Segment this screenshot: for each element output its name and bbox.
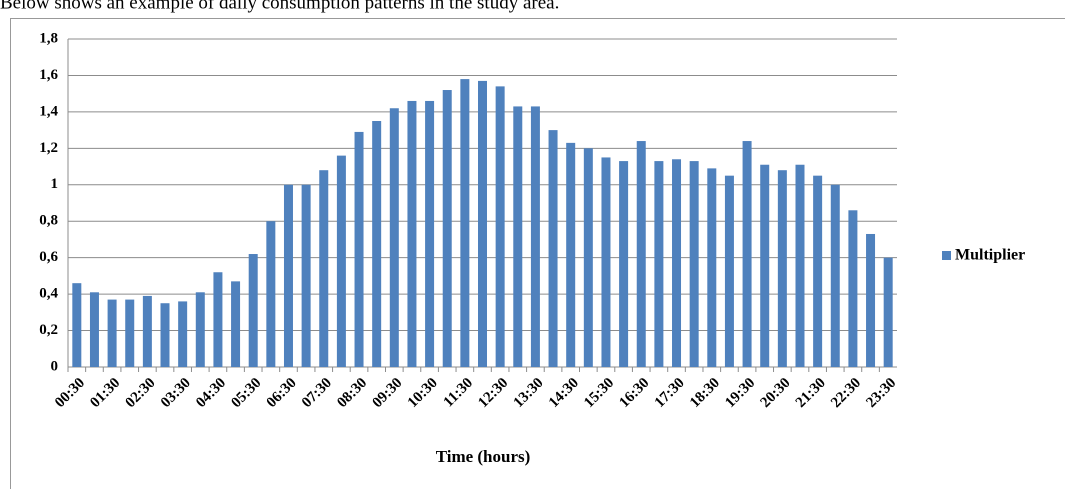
bar [425, 100, 435, 367]
bar [248, 254, 258, 367]
bar [601, 157, 611, 367]
bar [160, 303, 170, 367]
x-tick-label: 01:30 [87, 375, 123, 411]
x-tick-label: 16:30 [616, 375, 652, 411]
bar [866, 233, 876, 367]
x-tick-label: 05:30 [228, 375, 264, 411]
bar [619, 161, 629, 367]
bar [266, 221, 276, 367]
bar [407, 100, 417, 367]
bar [107, 299, 117, 367]
bar [548, 130, 558, 367]
bar [283, 184, 293, 367]
legend-swatch [942, 251, 951, 260]
x-tick-label: 17:30 [652, 375, 688, 411]
x-tick-label: 03:30 [158, 375, 194, 411]
y-tick-label: 0 [51, 358, 59, 374]
x-tick-label: 10:30 [405, 375, 441, 411]
bar [460, 79, 470, 367]
x-tick-label: 08:30 [334, 375, 370, 411]
bar [389, 108, 399, 367]
bar [689, 161, 699, 367]
bar [742, 141, 752, 367]
x-tick-label: 06:30 [264, 375, 300, 411]
bar [178, 301, 188, 367]
bar [142, 295, 152, 367]
y-tick-label: 1,2 [39, 140, 58, 156]
x-tick-label: 12:30 [475, 375, 511, 411]
bar [530, 106, 540, 367]
bar [813, 175, 823, 367]
bar [125, 299, 135, 367]
y-tick-label: 1,4 [39, 103, 58, 119]
bar [354, 131, 364, 367]
x-tick-label: 07:30 [299, 375, 335, 411]
bar [231, 281, 241, 367]
x-tick-label: 22:30 [828, 375, 864, 411]
y-tick-label: 1,8 [39, 30, 58, 46]
y-tick-label: 0,8 [39, 213, 58, 229]
bar [724, 175, 734, 367]
bar [478, 80, 487, 368]
bar [566, 142, 576, 367]
bar [442, 90, 452, 368]
bar [372, 121, 382, 367]
bar [513, 106, 523, 367]
y-tick-label: 0,6 [39, 249, 58, 265]
caption: Below shows an example of daily consumpt… [0, 0, 559, 13]
bar [319, 170, 329, 367]
bar [654, 161, 664, 367]
x-tick-label: 00:30 [52, 375, 88, 411]
bar [195, 292, 205, 367]
y-tick-label: 0,4 [39, 286, 58, 302]
x-tick-label: 23:30 [863, 375, 899, 411]
x-tick-label: 18:30 [687, 375, 723, 411]
bar [495, 86, 505, 367]
bar [636, 141, 646, 367]
bar [672, 159, 682, 367]
bar [883, 257, 893, 367]
y-tick-label: 1 [51, 176, 59, 192]
x-tick-label: 09:30 [370, 375, 406, 411]
x-tick-label: 15:30 [581, 375, 617, 411]
chart-border [10, 18, 1065, 489]
legend-label: Multiplier [955, 247, 1025, 264]
bar [830, 184, 840, 367]
bar [89, 292, 99, 367]
bar [213, 272, 223, 367]
x-tick-label: 11:30 [441, 375, 476, 410]
bar [848, 210, 858, 367]
x-tick-label: 02:30 [123, 375, 159, 411]
bar [583, 148, 593, 367]
x-tick-label: 14:30 [546, 375, 582, 411]
x-tick-label: 04:30 [193, 375, 229, 411]
bar [72, 283, 82, 367]
bar [301, 184, 311, 367]
x-tick-label: 21:30 [793, 375, 829, 411]
y-tick-label: 0,2 [39, 322, 58, 338]
bar [777, 170, 787, 367]
bar [760, 164, 770, 367]
x-tick-label: 19:30 [722, 375, 758, 411]
x-axis-label: Time (hours) [436, 447, 531, 466]
bar [336, 155, 346, 367]
x-tick-label: 13:30 [511, 375, 547, 411]
bar [707, 168, 717, 367]
x-tick-label: 20:30 [758, 375, 794, 411]
y-tick-label: 1,6 [39, 67, 58, 83]
bar [795, 164, 805, 367]
